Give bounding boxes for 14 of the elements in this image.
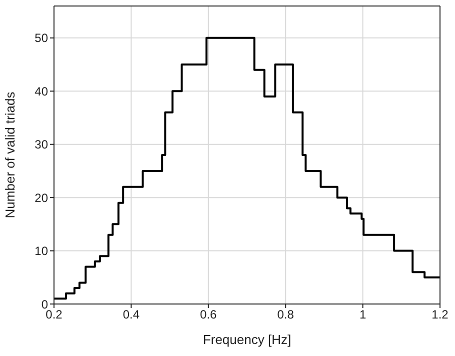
y-tick-label: 40 xyxy=(34,84,48,98)
y-tick-label: 0 xyxy=(41,297,48,312)
y-tick-label: 30 xyxy=(34,138,48,152)
x-tick-label: 0.2 xyxy=(46,308,63,322)
x-tick-label: 1 xyxy=(359,308,366,322)
y-tick-label: 10 xyxy=(34,244,48,258)
x-tick-label: 0.6 xyxy=(200,308,218,322)
x-tick-label: 1.2 xyxy=(432,308,449,322)
x-tick-label: 0.4 xyxy=(122,308,140,322)
y-tick-label: 50 xyxy=(34,31,48,46)
y-axis-title: Number of valid triads xyxy=(2,91,18,218)
x-axis-title: Frequency [Hz] xyxy=(202,332,292,347)
x-tick-label: 0.8 xyxy=(277,308,294,322)
y-tick-label: 20 xyxy=(34,190,48,205)
